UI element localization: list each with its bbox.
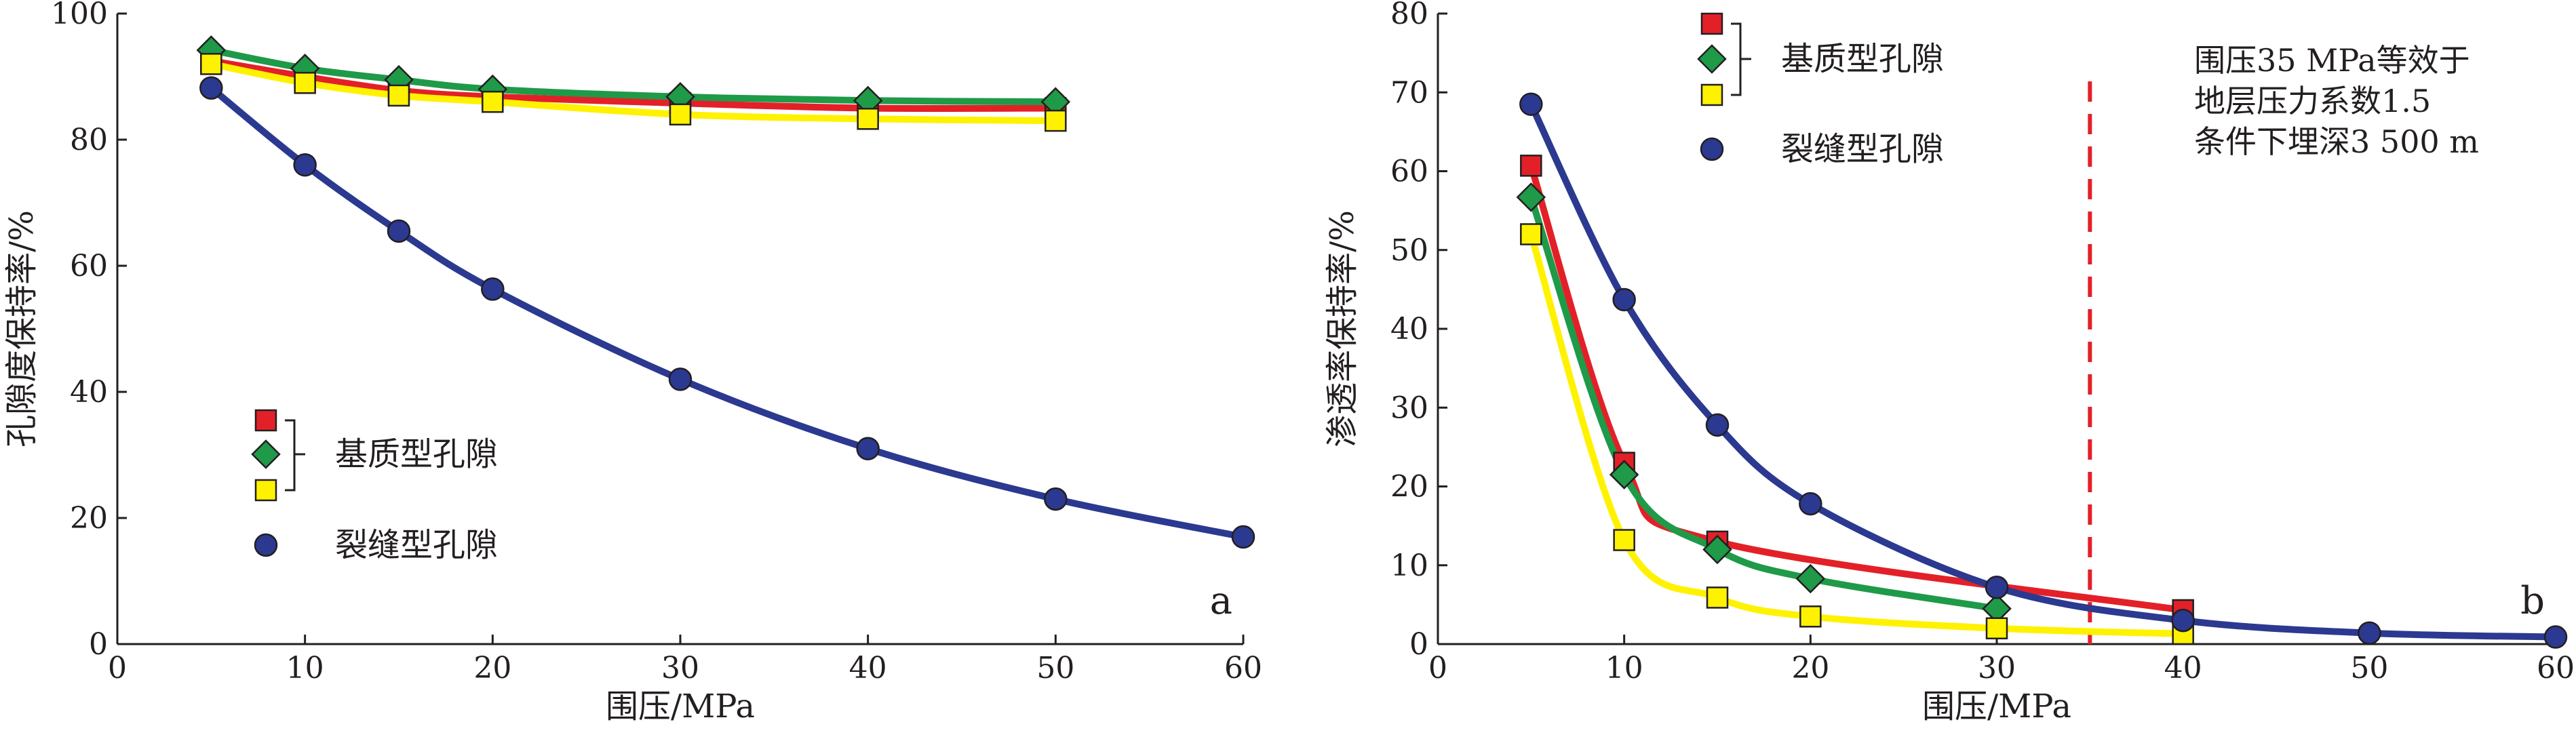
panel-label: b	[2520, 579, 2545, 623]
x-axis-label: 围压/MPa	[606, 687, 755, 725]
y-tick-label: 0	[1409, 627, 1428, 662]
data-point-yellow	[387, 84, 410, 107]
x-tick-label: 30	[1978, 651, 2016, 685]
legend-marker-red	[1700, 12, 1723, 35]
legend-label-matrix: 基质型孔隙	[1781, 40, 1944, 78]
data-point-yellow	[857, 108, 879, 130]
legend-bracket	[285, 419, 305, 492]
data-point-blue	[2171, 608, 2195, 633]
data-point-yellow	[1613, 529, 1635, 551]
data-point-blue	[199, 76, 223, 100]
data-point-blue	[2358, 621, 2381, 645]
data-point-blue	[293, 153, 317, 177]
legend-marker-yellow	[254, 479, 277, 502]
data-point-green	[1609, 460, 1639, 490]
x-tick-label: 10	[1605, 651, 1643, 685]
data-point-blue	[1231, 525, 1255, 549]
y-axis-label: 渗透率保持率/%	[1323, 210, 1361, 447]
data-point-blue	[1799, 492, 1822, 516]
y-tick-label: 80	[70, 123, 108, 157]
y-tick-label: 0	[89, 627, 108, 662]
data-point-green	[1516, 182, 1546, 212]
data-point-blue	[856, 437, 880, 460]
legend-label-fracture: 裂缝型孔隙	[1781, 130, 1944, 168]
annotation-text: 围压35 MPa等效于	[2194, 42, 2470, 79]
data-point-blue	[1519, 92, 1543, 116]
chart-panel-b: 0 10 20 30 40 50 60 0 10 20 30 40 50 60 70 80 围压/MPa 渗透率保…	[1323, 0, 2575, 725]
annotation-text: 地层压力系数1.5	[2194, 83, 2431, 119]
data-point-blue	[1044, 487, 1068, 511]
x-tick-label: 20	[1791, 651, 1829, 685]
data-point-blue	[1705, 413, 1730, 437]
data-point-yellow	[1045, 109, 1067, 132]
legend-marker-red	[254, 409, 277, 432]
series-line-blue	[1527, 100, 2559, 641]
data-point-blue	[1612, 287, 1636, 312]
data-point-blue	[481, 277, 505, 301]
y-tick-label: 40	[1390, 312, 1428, 346]
series-line-green	[208, 46, 1059, 106]
x-tick-label: 0	[108, 651, 127, 685]
legend-label-matrix: 基质型孔隙	[335, 435, 498, 473]
annotation-text: 条件下埋深3 500 m	[2194, 123, 2479, 160]
y-tick-label: 20	[1390, 470, 1428, 504]
series-line-green	[1527, 193, 2000, 612]
y-tick-label: 100	[51, 0, 108, 31]
x-tick-label: 10	[286, 651, 324, 685]
data-point-yellow	[1520, 223, 1542, 245]
data-point-blue	[2543, 625, 2568, 649]
series-line-red	[208, 57, 1059, 113]
y-tick-label: 60	[70, 249, 108, 283]
data-point-yellow	[200, 53, 222, 75]
x-tick-label: 40	[849, 651, 887, 685]
data-point-blue	[387, 219, 411, 243]
y-tick-label: 60	[1390, 155, 1428, 189]
data-point-blue	[1985, 576, 2009, 599]
x-tick-label: 20	[473, 651, 511, 685]
data-point-yellow	[1706, 586, 1729, 609]
y-tick-label: 10	[1390, 548, 1428, 583]
y-tick-label: 70	[1390, 75, 1428, 110]
panel-label: a	[1210, 579, 1232, 623]
x-tick-label: 60	[2537, 651, 2575, 685]
x-tick-label: 0	[1428, 651, 1447, 685]
legend-marker-blue	[254, 533, 278, 557]
x-tick-label: 50	[1036, 651, 1074, 685]
data-point-yellow	[1985, 617, 2008, 639]
x-axis-label: 围压/MPa	[1922, 687, 2071, 725]
data-point-red	[1520, 155, 1542, 177]
legend-label-fracture: 裂缝型孔隙	[335, 526, 498, 564]
data-point-yellow	[1799, 605, 1822, 628]
data-point-green	[1795, 563, 1826, 594]
x-tick-label: 50	[2350, 651, 2388, 685]
y-tick-label: 20	[70, 501, 108, 536]
series-line-yellow	[1527, 231, 2187, 637]
legend-marker-yellow	[1700, 83, 1723, 106]
data-point-yellow	[482, 90, 504, 113]
data-point-yellow	[669, 103, 692, 126]
x-tick-label: 60	[1224, 651, 1262, 685]
legend-marker-blue	[1700, 137, 1724, 161]
y-tick-label: 80	[1390, 0, 1428, 31]
y-tick-label: 50	[1390, 233, 1428, 268]
y-axis-label: 孔隙度保持率/%	[3, 210, 41, 447]
x-tick-label: 30	[661, 651, 699, 685]
chart-panel-a: 0 10 20 30 40 50 60 0 20 40 60 80 100 围压/MPa 孔隙度保持率/% a…	[3, 0, 1262, 725]
legend-marker-green	[251, 439, 281, 469]
data-point-blue	[668, 367, 692, 391]
y-tick-label: 40	[70, 375, 108, 410]
legend-bracket	[1731, 22, 1751, 96]
x-tick-label: 40	[2164, 651, 2202, 685]
legend-marker-green	[1697, 44, 1727, 74]
data-point-yellow	[294, 72, 316, 94]
series-line-yellow	[208, 60, 1059, 125]
y-tick-label: 30	[1390, 391, 1428, 425]
data-point-green	[1702, 534, 1732, 565]
